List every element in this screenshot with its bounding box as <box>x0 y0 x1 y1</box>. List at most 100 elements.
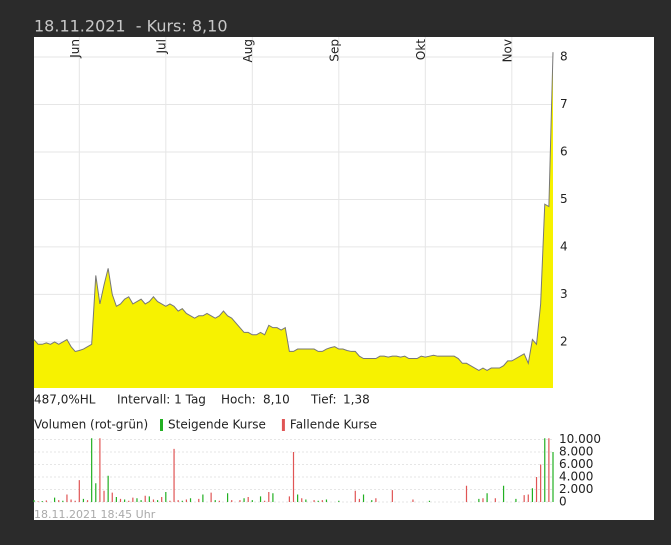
volume-bar <box>33 500 35 502</box>
volume-bar <box>358 498 361 502</box>
volume-bar <box>292 452 295 502</box>
volume-bar <box>301 498 303 502</box>
volume-bar <box>45 500 47 502</box>
volume-bar <box>198 498 200 502</box>
volume-bar <box>268 492 270 502</box>
volume-bar <box>371 500 373 502</box>
volume-bar <box>264 500 266 502</box>
y-tick-label: 0 <box>559 495 567 509</box>
volume-bar <box>354 490 356 502</box>
volume-bar <box>544 438 546 502</box>
volume-bar <box>115 497 117 502</box>
y-tick-label: 6.000 <box>559 457 593 471</box>
volume-title: Volumen (rot-grün) <box>34 418 148 432</box>
volume-bar <box>288 496 290 502</box>
volume-bar <box>297 494 299 502</box>
y-tick-label: 8.000 <box>559 445 593 459</box>
volume-bar <box>531 488 534 502</box>
volume-bar <box>428 500 431 502</box>
volume-bar <box>189 498 192 502</box>
volume-bar <box>548 438 550 502</box>
volume-bar <box>325 499 328 502</box>
volume-bar <box>169 500 171 502</box>
volume-bar <box>148 496 150 502</box>
y-tick-label: 5 <box>560 192 568 206</box>
volume-bar <box>247 497 249 502</box>
stat: Tief: <box>310 393 337 407</box>
volume-bar <box>136 498 138 502</box>
volume-bar <box>37 501 39 502</box>
volume-bar <box>78 480 80 502</box>
volume-bar <box>317 500 319 502</box>
volume-bar <box>321 500 323 502</box>
volume-bar <box>66 494 68 502</box>
legend-label: Steigende Kurse <box>168 418 266 432</box>
volume-bar <box>502 485 505 502</box>
stat: 487,0%HL <box>34 393 96 407</box>
volume-bar <box>305 499 307 502</box>
volume-bar <box>486 493 488 502</box>
volume-bar <box>478 498 480 502</box>
volume-bar <box>41 501 43 502</box>
volume-bar <box>124 499 126 502</box>
y-tick-label: 2 <box>560 334 568 348</box>
y-tick-label: 4 <box>560 239 568 253</box>
footer: 18.11.2021 18:45 Uhr <box>34 508 156 521</box>
volume-bar <box>82 498 85 502</box>
header: 18.11.2021 - Kurs: 8,10 <box>34 17 228 36</box>
volume-bar <box>251 500 253 502</box>
volume-bar <box>540 464 542 502</box>
y-tick-label: 3 <box>560 287 568 301</box>
volume-bar <box>210 492 212 502</box>
volume-bar <box>313 500 315 502</box>
volume-bar <box>226 493 229 502</box>
volume-bar <box>482 498 484 502</box>
volume-bar <box>412 499 414 502</box>
legend-swatch <box>160 419 163 431</box>
x-tick-label: Jul <box>154 39 168 54</box>
volume-bar <box>527 494 529 502</box>
y-tick-label: 7 <box>560 97 568 111</box>
volume-bar <box>58 500 60 502</box>
stat: 8,10 <box>263 393 290 407</box>
volume-bar <box>86 500 89 502</box>
x-tick-label: Aug <box>241 39 255 62</box>
volume-bar <box>214 500 216 502</box>
volume-bar <box>218 500 220 502</box>
stat: 1,38 <box>343 393 370 407</box>
volume-bar <box>272 493 274 502</box>
volume-bar <box>243 498 245 502</box>
volume-bar <box>156 500 159 502</box>
legend-label: Fallende Kurse <box>290 418 377 432</box>
volume-bar <box>62 500 64 502</box>
volume-bar <box>515 498 517 502</box>
x-tick-label: Sep <box>327 39 341 62</box>
volume-bar <box>128 500 130 502</box>
volume-bar <box>338 500 340 502</box>
volume-bar <box>165 492 167 502</box>
volume-bar <box>375 498 377 502</box>
volume-bar <box>177 500 179 502</box>
volume-bar <box>231 500 233 502</box>
volume-bar <box>103 490 105 502</box>
y-tick-label: 4.000 <box>559 470 593 484</box>
x-tick-label: Nov <box>500 39 514 62</box>
volume-bar <box>74 500 76 502</box>
volume-bar <box>552 452 554 502</box>
volume-bar <box>239 500 241 502</box>
volume-bar <box>152 499 155 502</box>
volume-bar <box>99 438 101 502</box>
volume-bar <box>173 448 175 502</box>
x-tick-label: Jun <box>68 39 82 59</box>
volume-bar <box>111 492 113 502</box>
volume-bar <box>202 494 204 502</box>
volume-bar <box>107 475 109 502</box>
volume-bar <box>494 498 496 502</box>
volume-bar <box>140 500 142 502</box>
volume-bar <box>132 497 134 502</box>
volume-bar <box>391 490 393 502</box>
volume-bar <box>535 477 538 502</box>
volume-bar <box>181 500 183 502</box>
volume-bar <box>362 494 365 502</box>
